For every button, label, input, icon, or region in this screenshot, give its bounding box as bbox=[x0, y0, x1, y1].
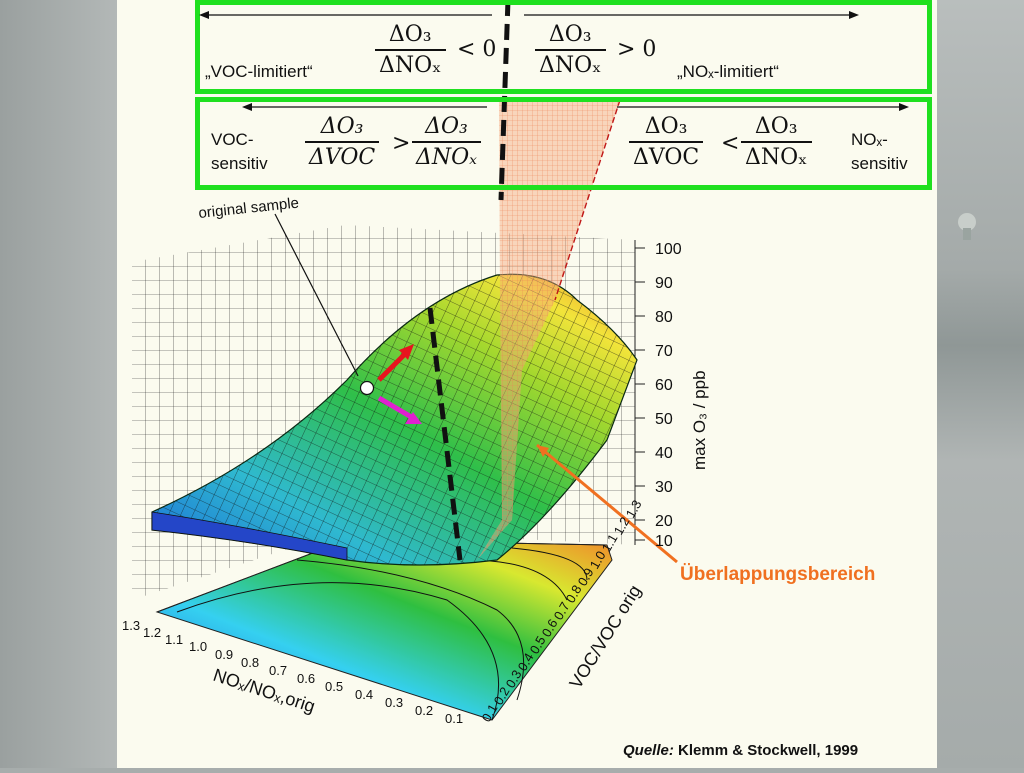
z-tick: 60 bbox=[655, 377, 673, 394]
surface-plot: 100 90 80 70 60 50 40 30 20 10 max O₃ / … bbox=[122, 0, 875, 726]
background-left bbox=[0, 0, 117, 768]
box-arrows bbox=[199, 11, 909, 111]
overlap-pointer bbox=[536, 443, 678, 564]
x-tick: 0.3 bbox=[385, 695, 403, 710]
x-tick: 1.0 bbox=[189, 639, 207, 654]
z-tick: 70 bbox=[655, 343, 673, 360]
fraction-do3-dnox-italic: ΔO₃ ΔNOₓ bbox=[412, 114, 481, 170]
source-prefix: Quelle: bbox=[623, 742, 674, 759]
x-tick: 0.7 bbox=[269, 663, 287, 678]
z-axis: 100 90 80 70 60 50 40 30 20 10 max O₃ / … bbox=[635, 241, 709, 550]
relation-gt: > bbox=[392, 131, 411, 156]
relation-gt-zero: > 0 bbox=[617, 37, 657, 62]
nox-limited-label: „NOₓ-limitiert“ bbox=[677, 62, 779, 81]
z-tick: 30 bbox=[655, 479, 673, 496]
x-tick: 0.2 bbox=[415, 703, 433, 718]
z-tick: 40 bbox=[655, 445, 673, 462]
voc-sensitive-label-1: VOC- bbox=[211, 130, 254, 149]
slide: 100 90 80 70 60 50 40 30 20 10 max O₃ / … bbox=[117, 0, 937, 768]
fraction-do3-dvoc: ΔO₃ ΔVOC bbox=[629, 114, 704, 170]
x-tick: 0.5 bbox=[325, 679, 343, 694]
overlap-region bbox=[477, 100, 620, 560]
nox-sensitive-label-2: sensitiv bbox=[851, 154, 908, 173]
relation-lt-zero: < 0 bbox=[457, 37, 497, 62]
x-tick: 0.9 bbox=[215, 647, 233, 662]
source-citation: Quelle: Klemm & Stockwell, 1999 bbox=[623, 742, 858, 759]
z-tick: 20 bbox=[655, 513, 673, 530]
overlap-label: Überlappungsbereich bbox=[680, 564, 875, 585]
red-arrow bbox=[377, 350, 409, 382]
z-tick: 100 bbox=[655, 241, 682, 258]
x-tick: 0.4 bbox=[355, 687, 373, 702]
x-tick: 0.1 bbox=[445, 711, 463, 726]
nox-sensitive-label-1: NOₓ- bbox=[851, 130, 888, 149]
fraction-do3-dvoc-italic: ΔO₃ ΔVOC bbox=[305, 114, 380, 170]
x-tick: 1.1 bbox=[165, 632, 183, 647]
x-tick: 1.3 bbox=[122, 618, 140, 633]
dashed-line-surface bbox=[427, 307, 463, 561]
x-tick: 0.8 bbox=[241, 655, 259, 670]
second-box bbox=[195, 97, 932, 190]
z-axis-label: max O₃ / ppb bbox=[690, 370, 709, 470]
background-right bbox=[937, 0, 1024, 768]
voc-limited-label: „VOC-limitiert“ bbox=[205, 62, 313, 81]
z-tick: 50 bbox=[655, 411, 673, 428]
fraction-do3-dnox-1: ΔO₃ ΔNOₓ bbox=[375, 22, 446, 78]
relation-lt: < bbox=[721, 131, 740, 156]
x-tick: 1.2 bbox=[143, 625, 161, 640]
z-tick: 80 bbox=[655, 309, 673, 326]
magenta-arrow bbox=[377, 395, 415, 421]
x-tick: 0.6 bbox=[297, 671, 315, 686]
z-tick: 90 bbox=[655, 275, 673, 292]
original-sample-point bbox=[359, 380, 375, 396]
fraction-do3-dnox-2: ΔO₃ ΔNOₓ bbox=[535, 22, 606, 78]
z-tick: 10 bbox=[655, 533, 673, 550]
voc-sensitive-label-2: sensitiv bbox=[211, 154, 268, 173]
fraction-do3-dnox-3: ΔO₃ ΔNOₓ bbox=[741, 114, 812, 170]
top-box bbox=[195, 0, 932, 94]
source-text: Klemm & Stockwell, 1999 bbox=[678, 742, 859, 759]
pushpin-icon bbox=[958, 213, 976, 240]
